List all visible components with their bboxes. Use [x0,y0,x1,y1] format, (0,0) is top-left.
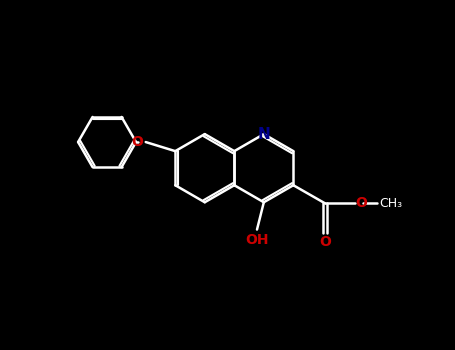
Text: O: O [319,235,331,249]
Text: CH₃: CH₃ [380,197,403,210]
Text: OH: OH [245,233,269,247]
Text: O: O [356,196,368,210]
Text: N: N [258,127,270,142]
Text: O: O [131,135,143,149]
